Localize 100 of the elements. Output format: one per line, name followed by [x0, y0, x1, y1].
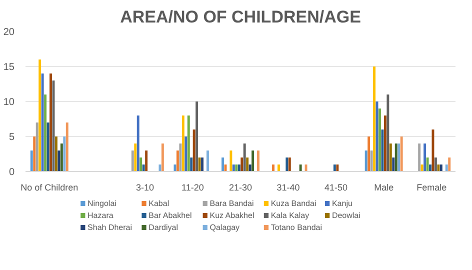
y-tick-label: 0 — [8, 167, 15, 178]
bar — [424, 144, 426, 172]
x-tick-label: 3-10 — [136, 182, 154, 192]
bar — [257, 150, 260, 172]
bar — [131, 150, 134, 172]
bar — [182, 116, 184, 172]
chart-title: AREA/NO OF CHILDREN/AGE — [120, 8, 361, 26]
bar — [192, 130, 196, 172]
bar — [41, 74, 44, 172]
bar — [36, 122, 38, 172]
bar — [288, 158, 291, 172]
legend-label: Dardiyal — [148, 223, 178, 232]
bar — [66, 122, 68, 172]
legend-label: Deowlai — [332, 211, 361, 220]
bar — [364, 150, 368, 172]
bar — [235, 164, 238, 172]
bar — [46, 122, 50, 172]
legend-label: Totano Bandai — [270, 223, 322, 232]
bar — [238, 164, 240, 172]
bar — [400, 136, 403, 172]
bar — [54, 136, 58, 172]
bar — [161, 144, 164, 172]
bar — [196, 102, 198, 172]
bar — [232, 164, 235, 172]
bar — [437, 164, 440, 172]
bar — [174, 164, 176, 172]
bar — [246, 158, 249, 172]
legend-label: Qalagay — [210, 223, 240, 232]
y-tick-label: 20 — [3, 27, 15, 38]
bar — [420, 164, 424, 172]
x-tick-label: 41-50 — [324, 182, 348, 192]
bar — [60, 144, 63, 172]
x-tick-label: No of Children — [20, 182, 78, 192]
bar — [184, 136, 188, 172]
bar — [252, 150, 254, 172]
bar — [176, 150, 179, 172]
bar — [434, 158, 437, 172]
y-tick-label: 15 — [3, 62, 15, 73]
bar — [429, 164, 432, 172]
bar — [373, 66, 376, 172]
bar — [368, 136, 370, 172]
legend-label: Kabal — [148, 199, 170, 208]
bar — [222, 158, 224, 172]
bar — [44, 94, 47, 172]
bar — [145, 150, 148, 172]
bar — [299, 164, 302, 172]
legend-label: Hazara — [88, 211, 114, 220]
legend-label: Bar Abakhel — [148, 211, 192, 220]
bar — [286, 158, 288, 172]
bar — [201, 158, 204, 172]
bar — [58, 150, 60, 172]
bar — [384, 116, 386, 172]
bar — [158, 164, 162, 172]
bar — [198, 158, 201, 172]
bar — [392, 158, 395, 172]
bar — [381, 130, 384, 172]
bar — [432, 130, 434, 172]
bar — [38, 60, 42, 172]
bar — [418, 144, 421, 172]
bar — [394, 144, 398, 172]
legend-label: Bara Bandai — [210, 199, 254, 208]
bar — [386, 94, 390, 172]
bar — [333, 164, 336, 172]
bar — [63, 136, 66, 172]
bar — [187, 116, 190, 172]
bar — [50, 74, 52, 172]
bar — [272, 164, 274, 172]
bar — [240, 158, 244, 172]
bar — [30, 150, 33, 172]
bar — [304, 164, 308, 172]
x-tick-label: Male — [374, 182, 394, 192]
bar — [142, 164, 145, 172]
legend-label: Shah Dherai — [88, 223, 132, 232]
bar — [277, 164, 280, 172]
y-tick-label: 5 — [8, 132, 15, 143]
bar — [136, 116, 140, 172]
bar — [134, 144, 137, 172]
bar — [190, 158, 193, 172]
bar — [370, 150, 373, 172]
legend-label: Kuz Abakhel — [210, 211, 254, 220]
bar — [248, 164, 252, 172]
x-tick-label: 31-40 — [276, 182, 300, 192]
bar — [179, 144, 182, 172]
bar — [140, 158, 142, 172]
bar — [398, 144, 400, 172]
legend-label: Kuza Bandai — [270, 199, 316, 208]
x-tick-label: 11-20 — [182, 182, 204, 192]
y-tick-label: 10 — [3, 97, 15, 108]
bar — [445, 164, 448, 172]
bar — [378, 108, 381, 172]
bar — [243, 144, 246, 172]
bar — [230, 150, 232, 172]
legend-label: Ningolai — [88, 199, 117, 208]
x-tick-label: Female — [416, 182, 447, 192]
bar — [448, 158, 451, 172]
bar — [440, 164, 442, 172]
bar — [206, 150, 209, 172]
x-tick-label: 21-30 — [228, 182, 252, 192]
legend-label: Kala Kalay — [270, 211, 310, 220]
legend-label: Kanju — [332, 199, 352, 208]
